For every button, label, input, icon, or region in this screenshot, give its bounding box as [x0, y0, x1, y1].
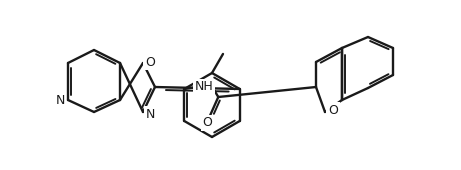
Text: O: O — [202, 116, 212, 130]
Text: O: O — [328, 104, 338, 116]
Text: NH: NH — [195, 81, 213, 94]
Text: N: N — [145, 107, 155, 121]
Text: N: N — [55, 94, 65, 106]
Text: O: O — [145, 55, 155, 69]
